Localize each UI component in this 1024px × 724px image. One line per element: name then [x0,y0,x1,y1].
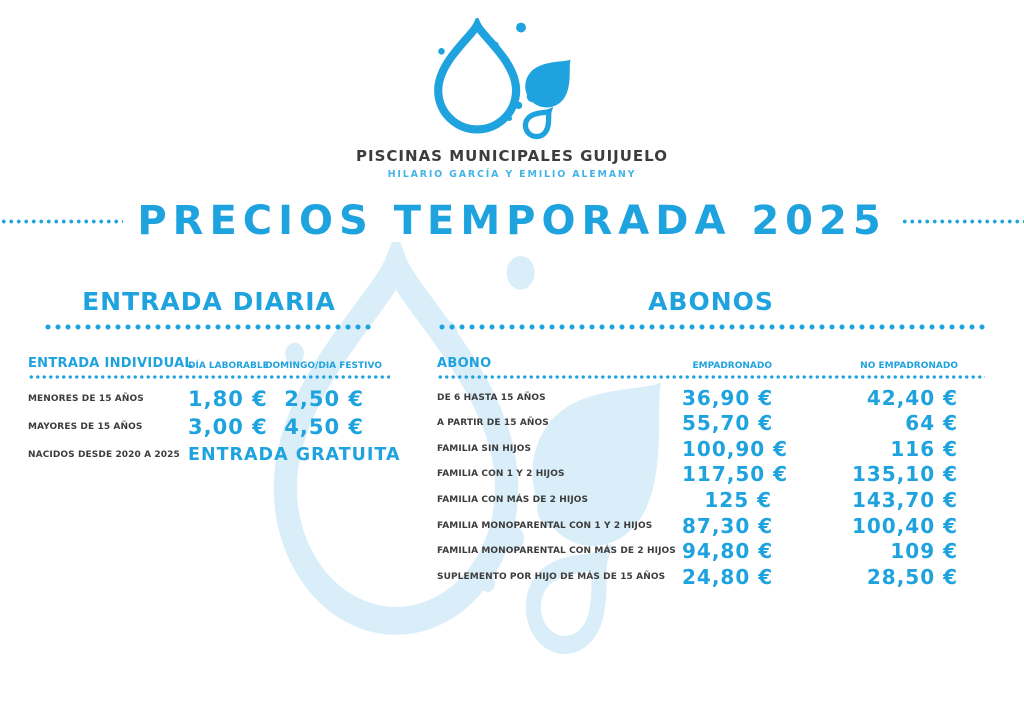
price-empadronado: 24,80 € [682,564,774,589]
row-label: FAMILIA SIN HIJOS [437,443,532,454]
entrada-diaria-header-dotted-line [28,374,390,379]
table-row: FAMILIA CON MÁS DE 2 HIJOS 125 € 143,70 … [437,487,985,513]
row-label: MENORES DE 15 AÑOS [28,393,144,404]
row-label: A PARTIR DE 15 AÑOS [437,418,549,429]
column-header-empadronado: EMPADRONADO [692,360,772,371]
price-no-empadronado: 28,50 € [866,564,958,589]
row-label: FAMILIA CON MÁS DE 2 HIJOS [437,494,589,505]
abonos-dotted-line [437,323,985,330]
row-label: MAYORES DE 15 AÑOS [28,421,143,432]
entrada-diaria-section: ENTRADA DIARIA ENTRADA INDIVIDUAL DÍA LA… [28,287,401,469]
price-laborable: 3,00 € [188,414,268,439]
title-dotted-line-right [900,218,1024,224]
table-row: SUPLEMENTO POR HIJO DE MÁS DE 15 AÑOS 24… [437,564,985,590]
price-empadronado: 55,70 € [682,411,774,436]
entrada-diaria-heading: ENTRADA DIARIA [82,287,336,316]
entrada-diaria-rows: MENORES DE 15 AÑOS 1,80 € 2,50 € MAYORES… [28,385,401,469]
column-header-entrada-individual: ENTRADA INDIVIDUAL [28,355,194,371]
brand-drops-logo-icon [430,18,594,142]
row-label: FAMILIA CON 1 Y 2 HIJOS [437,469,565,480]
table-row: DE 6 HASTA 15 AÑOS 36,90 € 42,40 € [437,385,985,411]
column-header-domingo-festivo: DOMINGO/DIA FESTIVO [265,360,382,371]
table-row: FAMILIA SIN HIJOS 100,90 € 116 € [437,436,985,462]
price-empadronado: 87,30 € [682,513,774,538]
row-label: DE 6 HASTA 15 AÑOS [437,392,546,403]
abonos-rows: DE 6 HASTA 15 AÑOS 36,90 € 42,40 € A PAR… [437,385,985,590]
row-label: FAMILIA MONOPARENTAL CON MÁS DE 2 HIJOS [437,546,676,557]
price-empadronado: 100,90 € [682,436,789,461]
row-label: SUPLEMENTO POR HIJO DE MÁS DE 15 AÑOS [437,571,666,582]
price-no-empadronado: 64 € [905,411,958,436]
abonos-heading: ABONOS [648,287,774,316]
price-empadronado: 94,80 € [682,539,774,564]
table-row: A PARTIR DE 15 AÑOS 55,70 € 64 € [437,410,985,436]
abonos-header-dotted-line [437,374,985,379]
price-empadronado: 117,50 € [682,462,789,487]
column-header-no-empadronado: NO EMPADRONADO [860,360,958,371]
price-no-empadronado: 116 € [890,436,958,461]
page-title-row: PRECIOS TEMPORADA 2025 [0,195,1024,247]
price-festivo: 4,50 € [284,414,364,439]
column-header-abono: ABONO [437,355,492,371]
row-label: NACIDOS DESDE 2020 A 2025 [28,449,180,460]
price-empadronado: 36,90 € [682,385,774,410]
abonos-table-header: ABONO EMPADRONADO NO EMPADRONADO [437,356,985,371]
price-no-empadronado: 109 € [890,539,958,564]
price-no-empadronado: 42,40 € [866,385,958,410]
price-festivo: 2,50 € [284,386,364,411]
price-empadronado: 125 € [704,487,772,512]
price-no-empadronado: 100,40 € [851,513,958,538]
price-no-empadronado: 143,70 € [851,487,958,512]
row-label: FAMILIA MONOPARENTAL CON 1 Y 2 HIJOS [437,520,653,531]
price-no-empadronado: 135,10 € [851,462,958,487]
table-row: FAMILIA MONOPARENTAL CON MÁS DE 2 HIJOS … [437,538,985,564]
page-title: PRECIOS TEMPORADA 2025 [137,198,887,244]
table-row: MAYORES DE 15 AÑOS 3,00 € 4,50 € [28,413,390,441]
table-row: NACIDOS DESDE 2020 A 2025 ENTRADA GRATUI… [28,441,401,469]
abonos-section: ABONOS ABONO EMPADRONADO NO EMPADRONADO … [437,287,985,590]
brand-subtitle: HILARIO GARCÍA Y EMILIO ALEMANY [387,169,637,180]
price-laborable: 1,80 € [188,386,268,411]
title-dotted-line-left [0,218,124,224]
table-row: MENORES DE 15 AÑOS 1,80 € 2,50 € [28,385,390,413]
table-row: FAMILIA MONOPARENTAL CON 1 Y 2 HIJOS 87,… [437,513,985,539]
column-header-dia-laborable: DÍA LABORABLE [188,360,269,371]
entrada-diaria-table-header: ENTRADA INDIVIDUAL DÍA LABORABLE DOMINGO… [28,356,390,371]
table-row: FAMILIA CON 1 Y 2 HIJOS 117,50 € 135,10 … [437,462,985,488]
entrada-diaria-dotted-line [43,323,375,330]
brand-name: PISCINAS MUNICIPALES GUIJUELO [356,147,668,165]
free-entry-value: ENTRADA GRATUITA [188,444,401,465]
